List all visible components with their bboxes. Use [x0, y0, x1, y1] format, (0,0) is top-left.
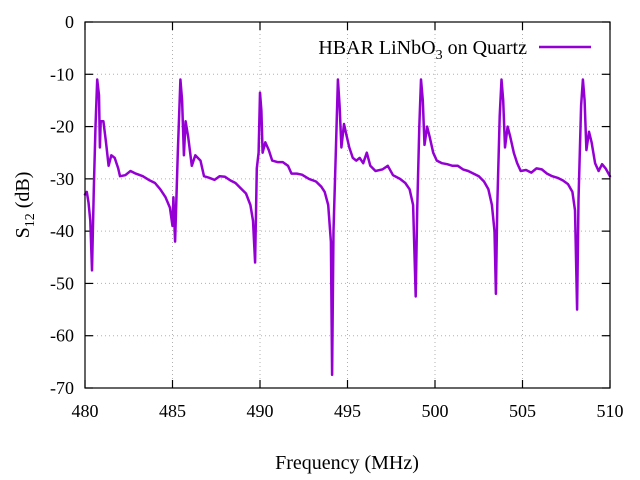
y-axis-label-suffix: (dB): [12, 172, 34, 214]
ticks: [84, 21, 611, 389]
y-tick-label: -50: [50, 273, 74, 293]
x-tick-label: 495: [334, 401, 361, 421]
tick-labels: 480 485 490 495 500 505 510 0 -10 -20 -30 -40 -50 -60…: [50, 12, 624, 421]
y-axis-label: S12 (dB): [12, 172, 38, 239]
x-tick-label: 480: [72, 401, 99, 421]
y-axis-label-main: S: [12, 227, 34, 238]
y-tick-label: -70: [50, 378, 74, 398]
x-tick-label: 505: [509, 401, 536, 421]
x-tick-label: 510: [597, 401, 624, 421]
y-tick-label: -40: [50, 221, 74, 241]
y-tick-label: -10: [50, 64, 74, 84]
legend: HBAR LiNbO3 on Quartz: [318, 37, 591, 63]
grid: [85, 22, 610, 388]
x-tick-label: 500: [422, 401, 449, 421]
y-tick-label: -60: [50, 326, 74, 346]
legend-label-main: HBAR LiNbO: [318, 37, 435, 59]
x-tick-label: 485: [159, 401, 186, 421]
y-tick-label: 0: [65, 12, 74, 32]
plot-frame: [84, 21, 611, 389]
legend-label-suffix: on Quartz: [443, 37, 528, 59]
y-tick-label: -20: [50, 117, 74, 137]
y-axis-label-subscript: 12: [23, 213, 38, 227]
legend-entry-label: HBAR LiNbO3 on Quartz: [318, 37, 527, 63]
x-axis-label: Frequency (MHz): [275, 452, 419, 474]
series-line: [83, 78, 612, 377]
x-tick-label: 490: [247, 401, 274, 421]
y-tick-label: -30: [50, 169, 74, 189]
legend-label-subscript: 3: [436, 48, 443, 63]
